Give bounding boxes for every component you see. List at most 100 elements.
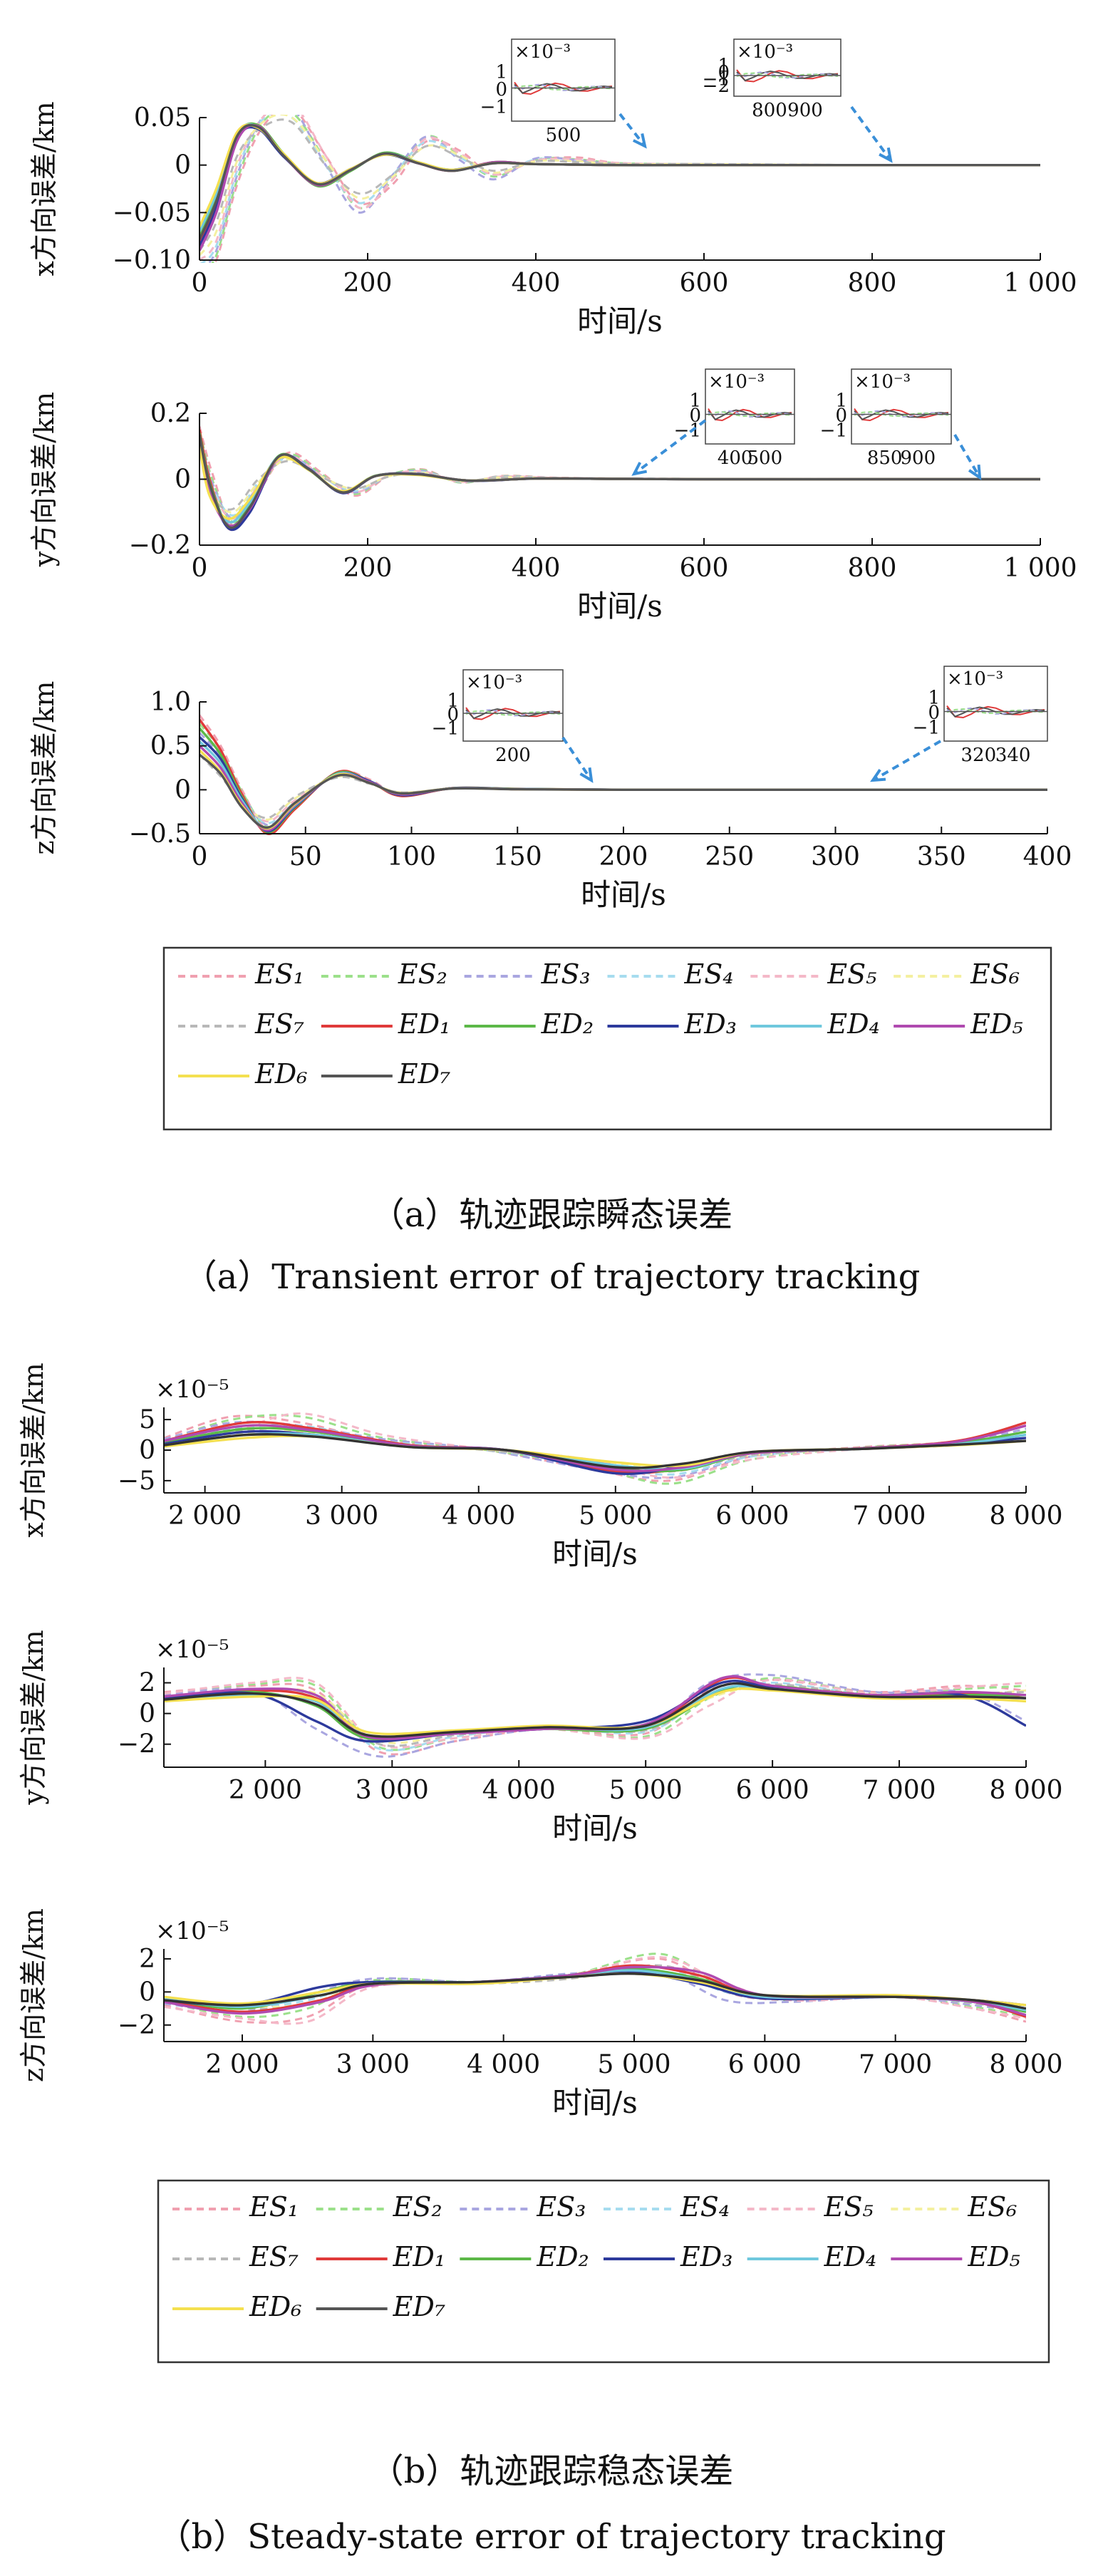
inset-trace — [514, 84, 613, 91]
series-group — [164, 1952, 1026, 2025]
zoom-inset: ×10⁻³ 10−1−2 800 900 — [703, 38, 893, 163]
legend-label: ED₃ — [680, 2241, 732, 2272]
series-line-4 — [200, 740, 1047, 824]
x-tick-label: 3 000 — [305, 1501, 378, 1531]
x-tick-label: 5 000 — [609, 1776, 683, 1805]
inset-trace — [736, 69, 839, 83]
y-tick-label: 0 — [175, 775, 191, 805]
y-tick-label: −0.10 — [113, 246, 191, 275]
inset-trace — [708, 410, 792, 418]
x-axis-label: 时间/s — [552, 2085, 638, 2120]
y-tick-label: 2 — [139, 1669, 155, 1698]
zoom-arrow — [953, 433, 982, 480]
inset-y-tick-label: 1 — [835, 390, 847, 412]
inset-trace — [854, 408, 949, 422]
panel-b-y: 2 000 3 000 4 000 5 000 6 000 7 000 8 000 20−2 ×… — [18, 1630, 1063, 1846]
series-line-12 — [200, 745, 1047, 832]
inset-exponent-label: ×10⁻³ — [514, 41, 571, 63]
zoom-arrow-shaft — [953, 433, 981, 479]
inset-y-tick-label: 1 — [718, 56, 730, 77]
y-tick-label: −0.05 — [113, 198, 191, 227]
series-line-7 — [200, 753, 1047, 819]
series-group — [164, 1412, 1026, 1485]
y-tick-label: 0.2 — [150, 399, 191, 428]
x-tick-label: 250 — [705, 842, 754, 871]
series-line-14 — [164, 1433, 1026, 1469]
legend-label: ES₁ — [249, 2191, 299, 2223]
inset-x-tick-label: 500 — [747, 448, 783, 469]
inset-y-tick-label: 0 — [928, 703, 940, 724]
legend-label: ED₃ — [684, 1008, 737, 1040]
series-line-11 — [200, 740, 1047, 831]
zoom-arrow — [870, 740, 942, 782]
legend-label: ES₅ — [824, 2191, 874, 2223]
y-tick-label: −5 — [118, 1467, 155, 1496]
inset-x-tick-label: 320 — [961, 745, 997, 766]
x-tick-label: 100 — [387, 842, 436, 871]
series-line-2 — [200, 723, 1047, 828]
inset-y-tick-label: 1 — [447, 690, 459, 712]
inset-y-tick-label: 0 — [447, 704, 459, 725]
y-tick-label: 0 — [139, 1436, 155, 1465]
x-tick-label: 6 000 — [715, 1501, 789, 1531]
inset-exponent-label: ×10⁻³ — [947, 668, 1003, 690]
x-tick-label: 50 — [289, 842, 322, 871]
legend-label: ES₄ — [680, 2191, 730, 2223]
series-line-5 — [200, 115, 1040, 262]
inset-x-tick-label: 900 — [901, 448, 936, 469]
caption-a-chinese: （a）轨迹跟踪瞬态误差 — [370, 1195, 733, 1235]
inset-trace — [514, 81, 613, 95]
inset-y-tick-label: 1 — [928, 688, 940, 709]
zoom-arrow — [850, 105, 893, 163]
series-group — [200, 115, 1040, 263]
inset-trace — [465, 710, 561, 716]
x-axis-label: 时间/s — [581, 877, 666, 912]
x-tick-label: 600 — [680, 269, 729, 298]
y-axis-label: y方向误差/km — [18, 1630, 49, 1805]
panel-b-x: 2 000 3 000 4 000 5 000 6 000 7 000 8 000 50−5 ×… — [18, 1362, 1063, 1571]
inset-x-tick-label: 500 — [546, 125, 581, 146]
legend-label: ES₇ — [254, 1008, 304, 1040]
series-line-14 — [200, 123, 1040, 240]
series-group — [200, 714, 1047, 835]
y-axis-label: y方向误差/km — [29, 392, 60, 567]
series-line-4 — [200, 115, 1040, 263]
inset-x-tick-label: 850 — [867, 448, 903, 469]
legend-label: ED₂ — [536, 2241, 589, 2272]
inset-y-tick-label: −1 — [913, 718, 940, 739]
series-line-12 — [200, 124, 1040, 252]
x-tick-label: 150 — [493, 842, 542, 871]
inset-x-tick-label: 340 — [995, 745, 1031, 766]
x-tick-label: 5 000 — [579, 1501, 652, 1531]
x-tick-label: 200 — [599, 842, 648, 871]
inset-x-tick-label: 200 — [495, 745, 531, 766]
x-tick-label: 4 000 — [442, 1501, 515, 1531]
series-group — [164, 1673, 1026, 1758]
legend-label: ED₁ — [398, 1008, 450, 1040]
inset-frame — [851, 368, 952, 445]
x-tick-label: 0 — [192, 554, 208, 583]
zoom-arrow-head — [879, 147, 893, 163]
inset-frame — [943, 666, 1048, 742]
series-line-1 — [164, 1678, 1026, 1756]
exponent-label: ×10⁻⁵ — [155, 1917, 229, 1945]
legend-label: ES₂ — [393, 2191, 442, 2223]
x-tick-label: 2 000 — [168, 1501, 242, 1531]
x-tick-label: 350 — [917, 842, 966, 871]
series-line-14 — [164, 1972, 1026, 2010]
series-line-6 — [200, 749, 1047, 821]
inset-frame — [733, 38, 842, 97]
legend-label: ED₅ — [970, 1008, 1022, 1040]
y-tick-label: 0 — [139, 1977, 155, 2007]
legend-label: ED₇ — [398, 1058, 450, 1090]
x-tick-label: 0 — [192, 842, 208, 871]
series-line-13 — [200, 123, 1040, 227]
series-line-1 — [214, 115, 1040, 263]
zoom-arrow-head — [870, 768, 886, 782]
zoom-arrow — [631, 419, 707, 476]
series-line-3 — [207, 115, 1040, 263]
x-tick-label: 4 000 — [467, 2050, 540, 2079]
inset-exponent-label: ×10⁻³ — [737, 41, 793, 63]
legend-label: ED₇ — [393, 2291, 445, 2322]
